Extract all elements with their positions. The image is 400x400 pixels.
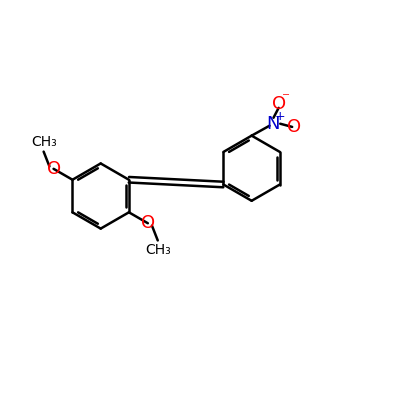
Text: O: O [272, 95, 286, 113]
Text: N: N [267, 115, 280, 133]
Text: ⁻: ⁻ [282, 90, 290, 106]
Text: CH₃: CH₃ [31, 135, 56, 149]
Text: O: O [141, 214, 155, 232]
Text: CH₃: CH₃ [145, 243, 171, 257]
Text: O: O [287, 118, 301, 136]
Text: +: + [275, 110, 286, 123]
Text: O: O [46, 160, 61, 178]
